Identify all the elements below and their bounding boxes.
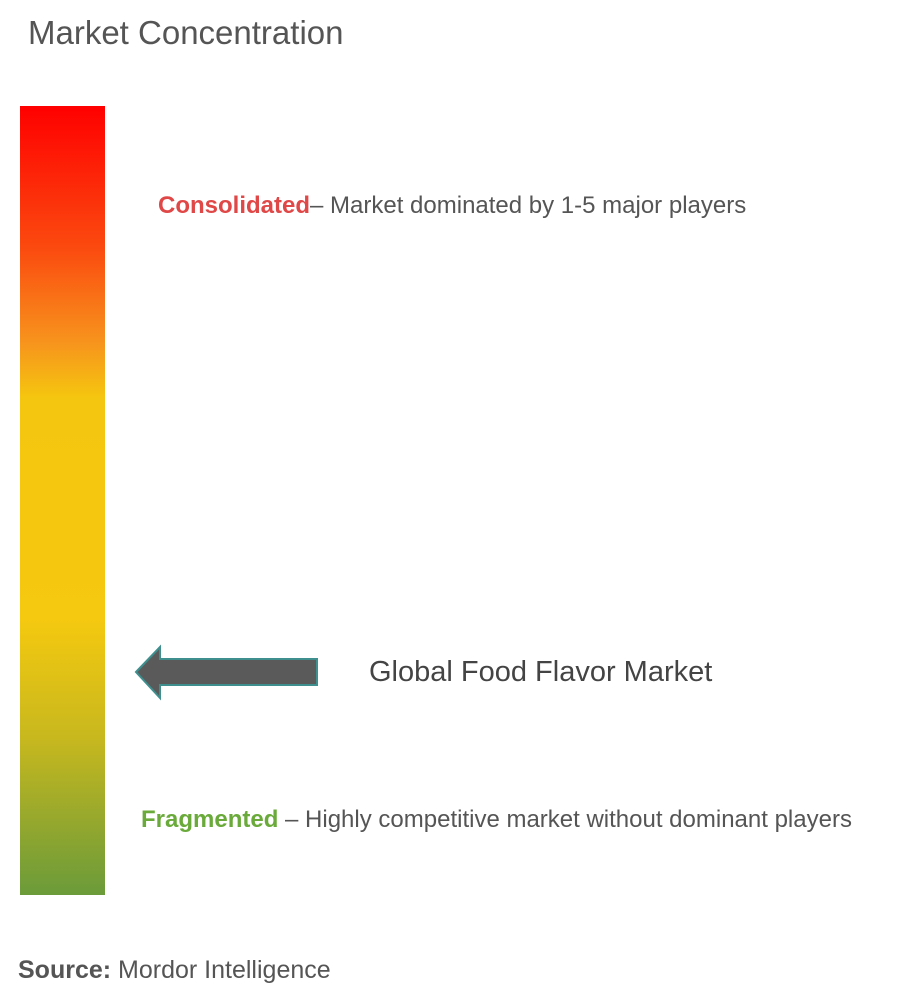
fragmented-description: – Highly competitive market without domi…	[278, 806, 852, 833]
page-title: Market Concentration	[28, 14, 344, 51]
source-label: Source:	[18, 956, 112, 984]
concentration-gradient-bar	[20, 106, 105, 895]
market-label: Global Food Flavor Market	[369, 656, 713, 688]
consolidated-description: – Market dominated by 1-5 major players	[310, 192, 747, 219]
source-value: Mordor Intelligence	[111, 956, 331, 984]
arrow-left-icon	[134, 644, 318, 701]
consolidated-label: Consolidated– Market dominated by 1-5 ma…	[158, 192, 746, 220]
fragmented-label: Fragmented – Highly competitive market w…	[141, 793, 881, 847]
fragmented-term: Fragmented	[141, 806, 279, 833]
consolidated-term: Consolidated	[158, 192, 311, 219]
source-note: Source: Mordor Intelligence	[18, 956, 331, 985]
